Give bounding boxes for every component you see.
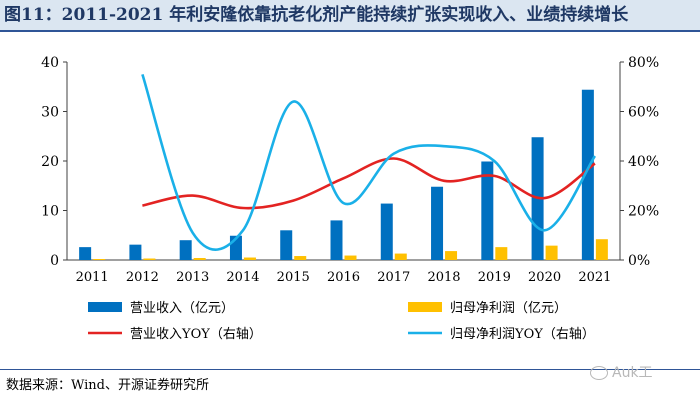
- legend-swatch-bar: [88, 302, 122, 312]
- legend-swatch-bar: [408, 302, 442, 312]
- x-tick-label: 2017: [377, 270, 410, 285]
- line-revenue-yoy: [142, 157, 596, 210]
- right-tick-label: 40%: [628, 154, 659, 170]
- bar-revenue: [581, 89, 594, 260]
- x-tick-label: 2019: [478, 270, 511, 285]
- legend-label: 归母净利润（亿元）: [450, 301, 567, 316]
- right-tick-label: 20%: [628, 204, 659, 220]
- bar-net-profit: [243, 257, 256, 260]
- bar-net-profit: [143, 258, 156, 260]
- right-tick-label: 80%: [628, 55, 659, 71]
- bar-net-profit: [595, 239, 608, 260]
- bar-net-profit: [445, 251, 458, 260]
- x-tick-label: 2015: [277, 270, 310, 285]
- watermark-text: Auk工: [612, 365, 653, 381]
- line-net-profit-yoy: [141, 74, 596, 251]
- x-tick-label: 2014: [226, 270, 259, 285]
- x-tick-label: 2016: [327, 270, 360, 285]
- footer-rule: [0, 369, 700, 370]
- right-tick-label: 0%: [628, 253, 650, 269]
- legend-layer: 营业收入（亿元） 归母净利润（亿元） 营业收入YOY（右轴） 归母净利润YOY（右轴）: [88, 301, 595, 342]
- left-tick-label: 0: [50, 253, 59, 269]
- bar-revenue: [481, 161, 494, 260]
- bar-net-profit: [93, 259, 106, 260]
- bar-revenue: [380, 203, 393, 260]
- bars-layer: [79, 89, 608, 260]
- x-tick-label: 2012: [126, 270, 159, 285]
- bar-revenue: [179, 240, 192, 260]
- x-tick-label: 2018: [427, 270, 460, 285]
- left-tick-label: 20: [41, 154, 59, 170]
- axes-layer: 0 10 20 30 40 0% 20% 40% 60% 80% 2011 2012 2013 2014 2…: [41, 55, 659, 285]
- x-tick-label: 2013: [176, 270, 209, 285]
- bar-net-profit: [294, 256, 307, 260]
- x-tick-label: 2011: [76, 270, 109, 285]
- title-rule: [0, 30, 700, 32]
- bar-revenue: [129, 244, 142, 260]
- right-tick-label: 60%: [628, 105, 659, 121]
- source-note: 数据来源：Wind、开源证券研究所: [6, 378, 209, 393]
- bar-revenue: [280, 230, 293, 260]
- lines-layer: [141, 74, 596, 251]
- bar-revenue: [431, 186, 444, 260]
- chart-area: 0 10 20 30 40 0% 20% 40% 60% 80% 2011 2012 2013 2014 2…: [41, 55, 659, 342]
- x-tick-label: 2020: [528, 270, 561, 285]
- bar-revenue: [79, 247, 92, 260]
- bar-net-profit: [495, 247, 508, 260]
- legend-label: 归母净利润YOY（右轴）: [450, 327, 595, 342]
- wechat-icon: [590, 366, 608, 380]
- bar-net-profit: [394, 253, 407, 260]
- bar-net-profit: [193, 258, 206, 260]
- bar-revenue: [330, 220, 343, 260]
- legend-label: 营业收入（亿元）: [130, 301, 234, 316]
- watermark: Auk工: [590, 362, 653, 382]
- legend-label: 营业收入YOY（右轴）: [130, 327, 262, 342]
- left-tick-label: 30: [41, 105, 59, 121]
- bar-net-profit: [344, 255, 357, 260]
- left-tick-label: 10: [41, 204, 59, 220]
- bar-net-profit: [545, 245, 558, 260]
- left-tick-label: 40: [41, 55, 59, 71]
- chart-title: 图11：2011-2021 年利安隆依靠抗老化剂产能持续扩张实现收入、业绩持续增…: [0, 0, 700, 30]
- x-tick-label: 2021: [578, 270, 611, 285]
